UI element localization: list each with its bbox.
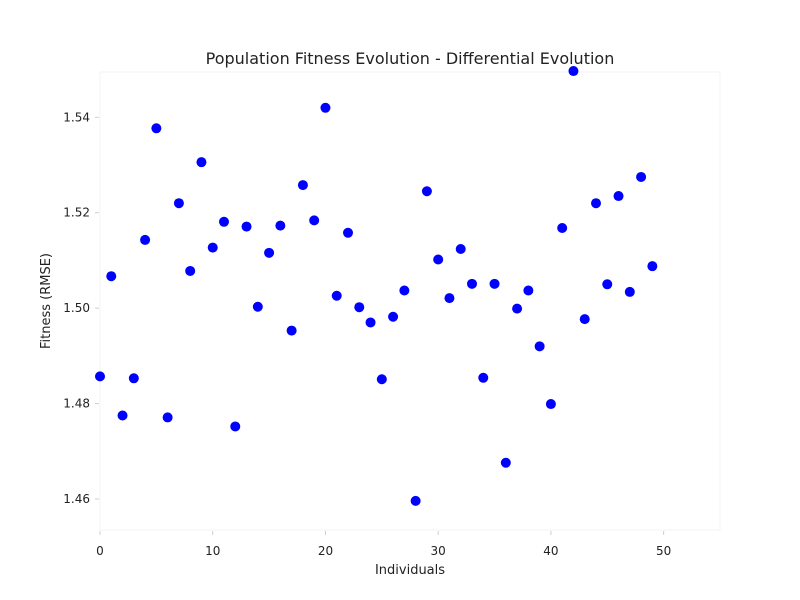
data-point <box>286 325 297 336</box>
data-point <box>252 301 263 312</box>
data-point <box>388 311 399 322</box>
data-point <box>230 421 241 432</box>
data-point <box>647 261 658 272</box>
data-point <box>579 314 590 325</box>
data-points <box>95 66 658 506</box>
x-tick-label: 10 <box>205 544 220 558</box>
data-point <box>185 265 196 276</box>
data-point <box>320 102 331 113</box>
data-point <box>264 247 275 258</box>
data-point <box>613 191 624 202</box>
y-tick-label: 1.48 <box>63 397 90 411</box>
data-point <box>433 254 444 265</box>
y-tick-label: 1.52 <box>63 206 90 220</box>
data-point <box>106 271 117 282</box>
data-point <box>309 215 320 226</box>
x-axis-label: Individuals <box>375 563 445 578</box>
data-point <box>95 371 105 382</box>
data-point <box>219 216 229 227</box>
x-axis-ticks: 0 10 20 30 40 50 <box>96 531 671 558</box>
data-point <box>140 234 151 245</box>
data-point <box>545 399 556 410</box>
y-tick-label: 1.54 <box>63 110 90 124</box>
chart-title: Population Fitness Evolution - Different… <box>206 49 615 68</box>
data-point <box>421 186 432 197</box>
y-tick-label: 1.46 <box>63 492 90 506</box>
y-axis-ticks: 1.46 1.48 1.50 1.52 1.54 <box>63 110 99 506</box>
data-point <box>500 457 511 468</box>
data-point <box>624 286 635 297</box>
data-point <box>354 302 365 313</box>
data-point <box>173 198 184 209</box>
data-point <box>568 66 579 77</box>
data-point <box>162 412 173 423</box>
data-point <box>331 290 342 301</box>
data-point <box>557 223 568 234</box>
y-axis-label: Fitness (RMSE) <box>39 253 54 349</box>
data-point <box>410 495 421 506</box>
data-point <box>512 303 523 314</box>
data-point <box>444 293 455 304</box>
data-point <box>207 242 218 253</box>
x-tick-label: 30 <box>431 544 446 558</box>
data-point <box>523 285 534 296</box>
data-point <box>399 285 410 296</box>
x-tick-label: 0 <box>96 544 104 558</box>
data-point <box>376 374 387 385</box>
data-point <box>591 198 601 209</box>
data-point <box>489 278 500 289</box>
data-point <box>365 317 376 328</box>
y-tick-label: 1.50 <box>63 301 90 315</box>
data-point <box>128 373 139 384</box>
data-point <box>636 171 647 182</box>
data-point <box>455 243 466 254</box>
x-tick-label: 50 <box>656 544 671 558</box>
data-point <box>196 157 207 168</box>
data-point <box>478 372 489 383</box>
x-tick-label: 20 <box>318 544 333 558</box>
data-point <box>602 279 613 290</box>
plot-frame <box>99 71 721 531</box>
data-point <box>117 410 128 421</box>
data-point <box>241 221 252 232</box>
x-tick-label: 40 <box>543 544 558 558</box>
data-point <box>151 123 162 134</box>
data-point <box>275 220 286 231</box>
data-point <box>534 341 545 352</box>
data-point <box>297 180 308 191</box>
data-point <box>343 227 353 238</box>
data-point <box>467 278 477 289</box>
